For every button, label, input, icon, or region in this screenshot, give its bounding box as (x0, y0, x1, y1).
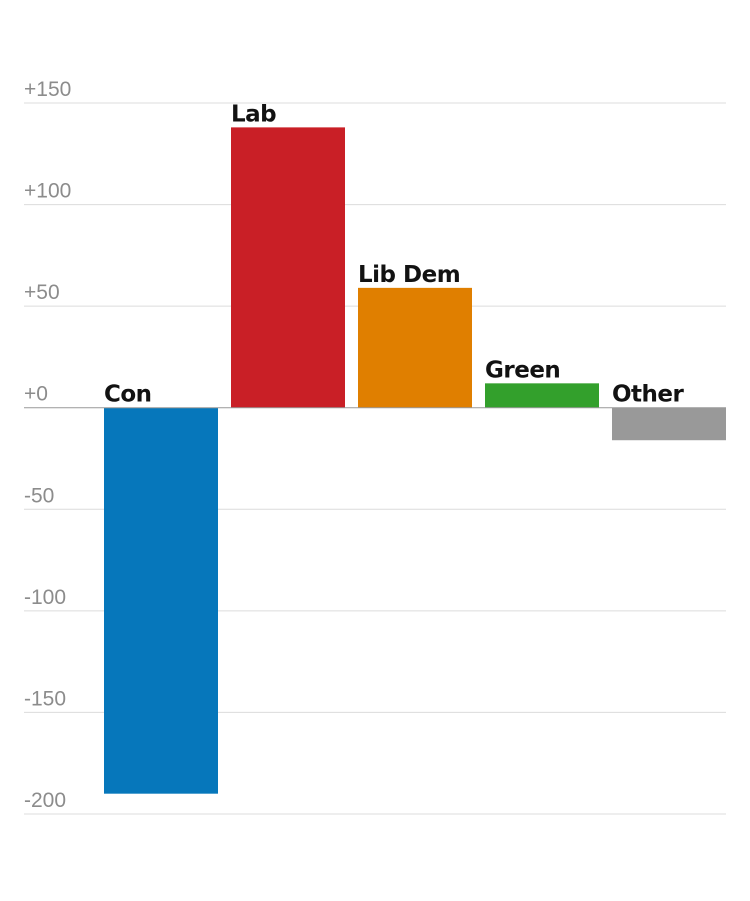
bars (104, 127, 726, 794)
category-label: Lab (231, 101, 276, 127)
bar-lib-dem (358, 287, 472, 408)
category-label: Green (485, 357, 560, 383)
y-axis-ticks: +150 +100 +50 +0 -50 -100 -150 -200 (24, 78, 71, 812)
y-tick-label: -200 (24, 789, 66, 812)
category-label: Con (104, 382, 152, 408)
y-tick-label: +150 (24, 78, 71, 101)
bar-other (612, 407, 726, 441)
bar-con (104, 407, 218, 794)
y-tick-label: +50 (24, 281, 60, 304)
y-tick-label: +0 (24, 383, 48, 406)
category-label: Other (612, 382, 685, 408)
y-tick-label: +100 (24, 180, 71, 203)
bar-green (485, 383, 599, 408)
y-tick-label: -100 (24, 586, 66, 609)
y-tick-label: -50 (24, 484, 54, 507)
category-label: Lib Dem (358, 262, 460, 288)
y-tick-label: -150 (24, 687, 66, 710)
category-labels: Con Lab Lib Dem Green Other (104, 101, 685, 407)
bar-lab (231, 127, 345, 408)
